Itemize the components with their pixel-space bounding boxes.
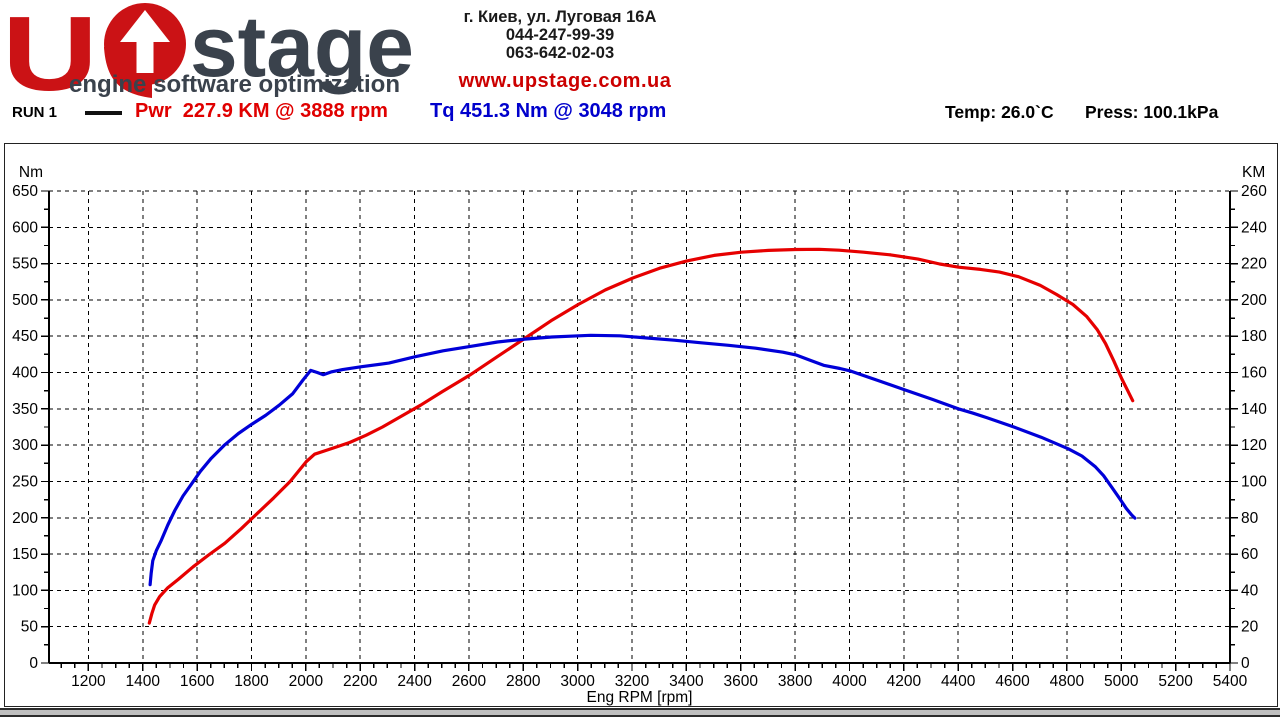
svg-text:120: 120 <box>1241 437 1267 454</box>
window-bottom-edge <box>0 708 1280 717</box>
svg-text:1800: 1800 <box>234 673 269 690</box>
svg-text:4400: 4400 <box>941 673 976 690</box>
svg-text:150: 150 <box>12 546 38 563</box>
svg-text:220: 220 <box>1241 256 1267 273</box>
svg-text:200: 200 <box>12 510 38 527</box>
svg-text:1400: 1400 <box>126 673 161 690</box>
svg-text:3600: 3600 <box>724 673 759 690</box>
svg-text:500: 500 <box>12 292 38 309</box>
temperature-readout: Temp: 26.0`C <box>945 102 1054 122</box>
svg-text:2600: 2600 <box>452 673 487 690</box>
logo-letter-u: U <box>2 0 98 113</box>
svg-text:3400: 3400 <box>669 673 704 690</box>
website-link[interactable]: www.upstage.com.ua <box>458 70 672 92</box>
svg-text:550: 550 <box>12 256 38 273</box>
svg-text:250: 250 <box>12 473 38 490</box>
svg-text:5200: 5200 <box>1158 673 1193 690</box>
svg-text:5400: 5400 <box>1213 673 1248 690</box>
svg-text:0: 0 <box>29 655 38 672</box>
contact-block: г. Киев, ул. Луговая 16А 044-247-99-39 0… <box>430 8 690 62</box>
svg-text:450: 450 <box>12 328 38 345</box>
x-axis-title: Eng RPM [rpm] <box>587 689 693 706</box>
series-torque <box>148 333 1137 587</box>
axis-spines <box>48 191 1231 664</box>
svg-text:4200: 4200 <box>887 673 922 690</box>
address-line: г. Киев, ул. Луговая 16А <box>463 8 657 26</box>
svg-text:140: 140 <box>1241 401 1267 418</box>
svg-text:0: 0 <box>1241 655 1250 672</box>
svg-text:1600: 1600 <box>180 673 215 690</box>
logo-tagline: engine software optimization <box>69 71 400 98</box>
svg-text:600: 600 <box>12 219 38 236</box>
left-axis-title: Nm <box>19 164 43 181</box>
svg-text:4800: 4800 <box>1050 673 1085 690</box>
svg-text:80: 80 <box>1241 510 1259 527</box>
gridlines <box>49 190 1231 664</box>
right-axis-title: KM <box>1242 164 1265 181</box>
svg-text:200: 200 <box>1241 292 1267 309</box>
svg-text:2800: 2800 <box>506 673 541 690</box>
svg-text:4600: 4600 <box>995 673 1030 690</box>
chart-panel: 1200 1400 1600 1800 2000 2200 2400 2600 2800 3000… <box>4 143 1278 707</box>
series-power <box>147 247 1135 625</box>
svg-text:2000: 2000 <box>289 673 324 690</box>
dyno-chart: 1200 1400 1600 1800 2000 2200 2400 2600 2800 3000… <box>12 164 1267 706</box>
svg-text:2200: 2200 <box>343 673 378 690</box>
pressure-readout: Press: 100.1kPa <box>1085 102 1219 122</box>
svg-text:350: 350 <box>12 401 38 418</box>
svg-text:400: 400 <box>12 365 38 382</box>
svg-text:650: 650 <box>12 183 38 200</box>
svg-text:2400: 2400 <box>397 673 432 690</box>
tick-labels: 1200 1400 1600 1800 2000 2200 2400 2600 2800 3000… <box>12 183 1267 690</box>
svg-text:3000: 3000 <box>560 673 595 690</box>
svg-text:240: 240 <box>1241 219 1267 236</box>
phone-line-1: 044-247-99-39 <box>505 26 615 44</box>
svg-text:60: 60 <box>1241 546 1259 563</box>
svg-text:40: 40 <box>1241 582 1259 599</box>
svg-text:300: 300 <box>12 437 38 454</box>
axis-titles: Nm KM Eng RPM [rpm] <box>19 164 1265 706</box>
logo-word-stage: stage <box>190 0 414 95</box>
svg-text:100: 100 <box>1241 473 1267 490</box>
svg-text:160: 160 <box>1241 365 1267 382</box>
svg-text:4000: 4000 <box>832 673 867 690</box>
run-legend-line-icon <box>85 111 122 115</box>
run-label: RUN 1 <box>12 104 58 121</box>
axis-ticks <box>41 190 1238 671</box>
svg-text:1200: 1200 <box>71 673 106 690</box>
svg-text:100: 100 <box>12 582 38 599</box>
svg-text:20: 20 <box>1241 619 1259 636</box>
svg-text:5000: 5000 <box>1104 673 1139 690</box>
power-peak-readout: Pwr 227.9 KM @ 3888 rpm <box>135 100 388 122</box>
svg-text:3200: 3200 <box>615 673 650 690</box>
torque-peak-readout: Tq 451.3 Nm @ 3048 rpm <box>430 100 667 122</box>
logo-arrow-p-icon <box>104 3 186 98</box>
phone-line-2: 063-642-02-03 <box>505 44 615 62</box>
svg-text:50: 50 <box>21 619 39 636</box>
upstage-logo: U stage engine software optimization <box>2 0 414 113</box>
svg-text:180: 180 <box>1241 328 1267 345</box>
svg-text:260: 260 <box>1241 183 1267 200</box>
svg-text:3800: 3800 <box>778 673 813 690</box>
